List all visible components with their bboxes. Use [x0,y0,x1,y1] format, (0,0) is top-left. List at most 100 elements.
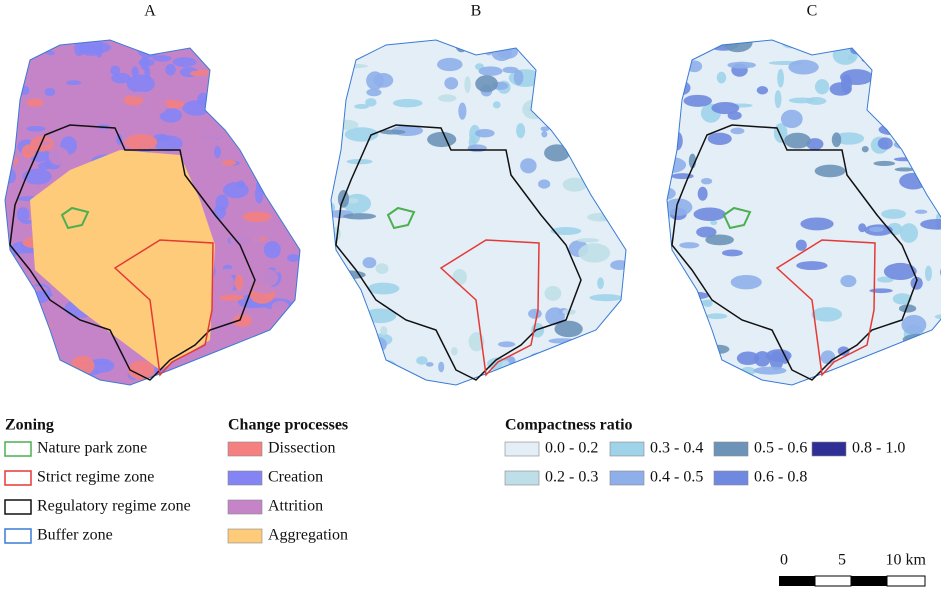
patch [154,135,183,152]
patch [730,127,745,135]
patch [737,378,764,385]
patch [41,381,61,385]
patch [223,181,249,199]
patch [242,211,272,223]
patch [667,156,687,174]
patch [667,198,693,216]
patch [235,78,245,96]
patch [19,85,30,95]
patch [788,59,819,75]
patch [111,72,131,84]
patch [171,40,184,51]
patch [707,132,732,145]
patch [613,206,626,217]
patch [893,140,915,149]
patch [912,73,941,87]
patch [706,313,728,320]
patch [110,65,121,76]
patch [678,366,691,378]
patch [347,198,359,204]
patch [911,52,918,69]
patch [861,145,869,153]
patch [450,347,458,356]
patch [277,345,296,351]
patch [881,209,907,219]
patch [5,304,24,313]
patch [592,53,616,62]
patch [5,63,14,84]
patch [552,47,572,66]
patch [873,160,896,167]
legend-swatch [4,528,32,544]
patch [375,359,398,377]
patch [5,365,32,372]
patch [597,375,616,384]
legend-label: 0.3 - 0.4 [650,440,703,457]
patch [128,91,152,98]
patch [711,101,740,115]
patch [332,259,342,268]
patch [335,366,356,384]
patch [331,92,344,106]
patch [331,152,337,166]
patch [550,227,582,236]
legend-swatch [4,470,32,486]
patch [375,263,389,275]
patch [280,40,299,50]
patch [613,198,622,217]
legend-title: Compactness ratio [505,417,633,434]
patch [362,337,382,349]
patch [392,98,423,108]
patch [679,242,700,249]
patch [334,119,359,130]
legend-swatch [4,441,32,457]
patch [740,366,756,376]
patch [522,99,546,120]
patch [754,351,771,367]
patch [331,344,361,352]
patch [925,163,941,169]
patch [736,351,760,366]
patch [901,314,927,335]
patch [667,70,685,90]
legend-swatch [713,470,749,486]
patch [252,318,281,327]
patch [257,106,268,126]
patch [20,323,29,335]
patch [458,102,467,120]
patch [892,102,916,117]
patch [274,268,283,273]
legend-swatch [713,441,749,457]
patch [50,367,63,385]
legend-label: Aggregation [268,527,348,544]
patch [281,192,300,207]
patch [425,362,434,367]
patch [914,209,928,214]
patch [140,56,150,71]
legend-label: Buffer zone [37,527,113,544]
patch [869,226,884,233]
patch [545,114,577,129]
patch [814,164,846,178]
patch [850,44,862,55]
patch [544,285,562,301]
scale-label: 0 [780,552,788,569]
patch [234,274,244,291]
patch [189,127,218,145]
patch [540,126,550,132]
patch [212,352,239,363]
patch [546,42,564,56]
patch [214,146,221,158]
legend-swatch [504,441,540,457]
legend-label: 0.2 - 0.3 [545,469,598,486]
patch [218,274,235,293]
patch [137,42,160,58]
patch [289,301,300,311]
patch [774,90,782,109]
patch [85,387,91,391]
patch [892,293,912,305]
patch [12,317,26,337]
patch [159,108,183,123]
patch [883,262,917,280]
patch [237,380,268,385]
